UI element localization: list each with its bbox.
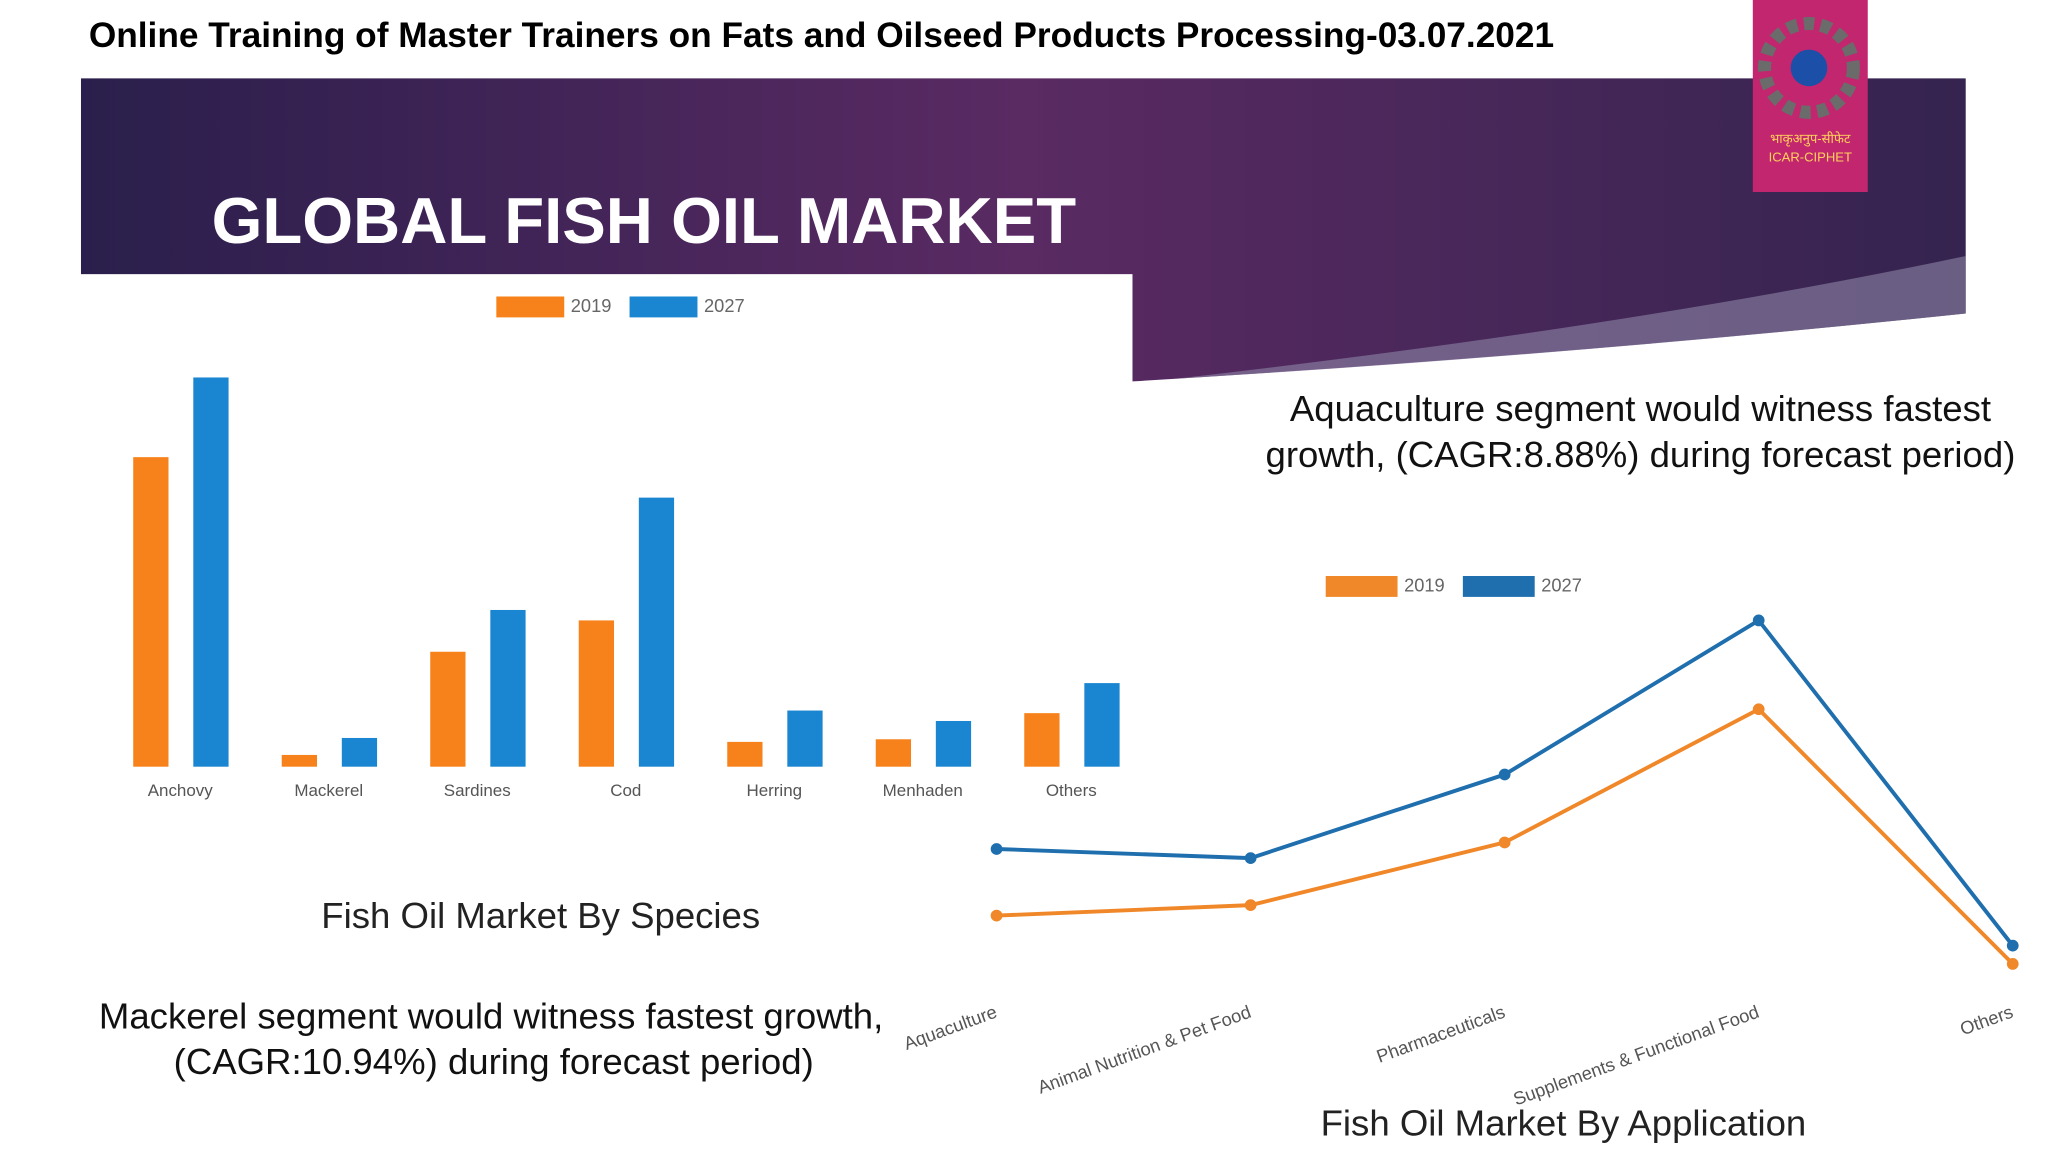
bar [430,651,466,767]
point [990,909,1003,922]
legend-swatch [1325,576,1398,597]
bar [578,620,615,767]
slide-title: GLOBAL FISH OIL MARKET [212,184,1077,257]
legend-label: 2019 [571,295,612,316]
bar [875,739,912,767]
x-tick-label: Sardines [444,781,511,800]
point [990,843,1003,855]
x-tick-label: Mackerel [294,781,363,800]
point [1244,899,1257,912]
caption: Fish Oil Market By Species [321,895,760,936]
point [1752,614,1765,627]
point [1752,703,1765,716]
point [1244,852,1257,864]
note: Mackerel segment would witness fastest g… [99,995,883,1036]
header-title: Online Training of Master Trainers on Fa… [89,16,1554,55]
legend-swatch [629,296,698,318]
bar [935,720,972,767]
legend-swatch [496,296,565,318]
logo-hands [1790,49,1828,87]
legend-label: 2019 [1404,574,1445,595]
point [2006,958,2019,970]
bar [133,457,169,767]
bar [490,609,526,767]
logo-text: ICAR-CIPHET [1769,149,1852,164]
logo-text: भाकृअनुप-सीफेट [1770,131,1851,147]
bar [193,377,229,767]
x-tick-label: Herring [746,781,802,800]
x-tick-label: Anchovy [148,781,214,800]
bar [281,754,317,767]
banner-swoosh [1175,256,1966,379]
x-tick-label: Cod [610,781,641,800]
bar [1024,713,1060,767]
logo-gear [1758,16,1860,119]
bar [787,710,823,767]
legend-label: 2027 [1541,574,1582,595]
bar [1084,683,1120,767]
banner [80,78,1966,382]
note: Aquaculture segment would witness fastes… [1290,388,1991,429]
point [1498,836,1511,849]
bar [341,737,378,767]
point [2006,939,2019,952]
chart-panel [881,548,2048,1117]
bar [638,497,675,767]
caption: Fish Oil Market By Application [1321,1103,1807,1144]
x-tick-label: Others [1046,781,1097,800]
x-tick-label: Menhaden [883,781,963,800]
point [1498,768,1511,781]
note: growth, (CAGR:8.88%) during forecast per… [1266,434,2016,475]
legend-swatch [1462,576,1535,597]
legend-label: 2027 [704,295,745,316]
note: (CAGR:10.94%) during forecast period) [174,1041,814,1082]
bar [727,741,763,767]
